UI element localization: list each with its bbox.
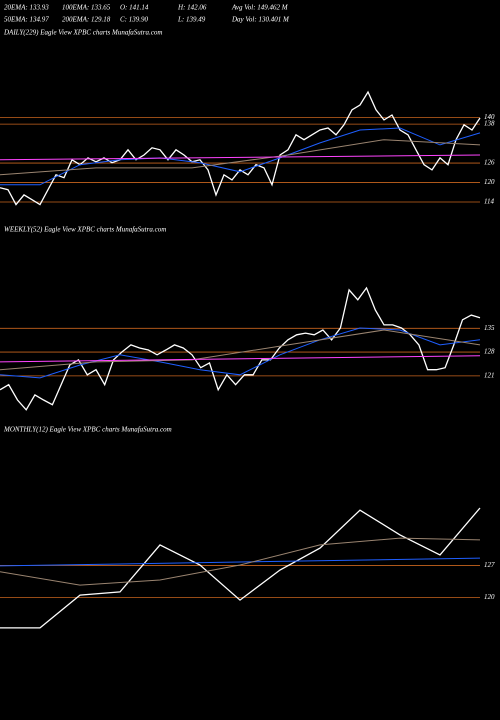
- price-line: [0, 329, 481, 371]
- stat: O: 141.14: [120, 4, 149, 12]
- y-tick-label: 120: [484, 178, 495, 186]
- y-tick-label: 140: [484, 113, 495, 121]
- panel-title: MONTHLY(12) Eagle View XPBC charts Munaf…: [3, 426, 172, 434]
- price-line: [0, 139, 481, 176]
- stat: Day Vol: 130.401 M: [231, 16, 290, 24]
- header: 20EMA: 133.93 100EMA: 133.65 O: 141.14 H…: [4, 4, 290, 24]
- y-tick-label: 128: [484, 348, 495, 356]
- y-tick-label: 120: [484, 593, 495, 601]
- stat: 50EMA: 134.97: [4, 16, 49, 24]
- y-tick-label: 127: [484, 561, 495, 569]
- stat: L: 139.49: [177, 16, 206, 24]
- price-line: [0, 154, 481, 161]
- y-tick-label: 138: [484, 120, 495, 128]
- stat: Avg Vol: 149.462 M: [231, 4, 289, 12]
- stat: 200EMA: 129.18: [62, 16, 111, 24]
- stat: H: 142.06: [177, 4, 207, 12]
- price-line: [0, 127, 481, 186]
- panel-title: DAILY(229) Eagle View XPBC charts Munafa…: [3, 29, 162, 37]
- panel-title: WEEKLY(52) Eagle View XPBC charts Munafa…: [4, 226, 166, 234]
- stat: 20EMA: 133.93: [4, 4, 49, 12]
- price-line: [0, 327, 481, 379]
- stat: C: 139.90: [120, 16, 149, 24]
- price-line: [0, 507, 481, 629]
- price-line: [0, 557, 481, 567]
- y-tick-label: 126: [484, 159, 495, 167]
- price-line: [0, 355, 481, 363]
- stat: 100EMA: 133.65: [62, 4, 111, 12]
- price-line: [0, 537, 481, 586]
- price-line: [0, 90, 481, 206]
- price-line: [0, 286, 481, 411]
- y-tick-label: 121: [484, 371, 495, 379]
- y-tick-label: 114: [484, 198, 494, 206]
- y-tick-label: 135: [484, 324, 495, 332]
